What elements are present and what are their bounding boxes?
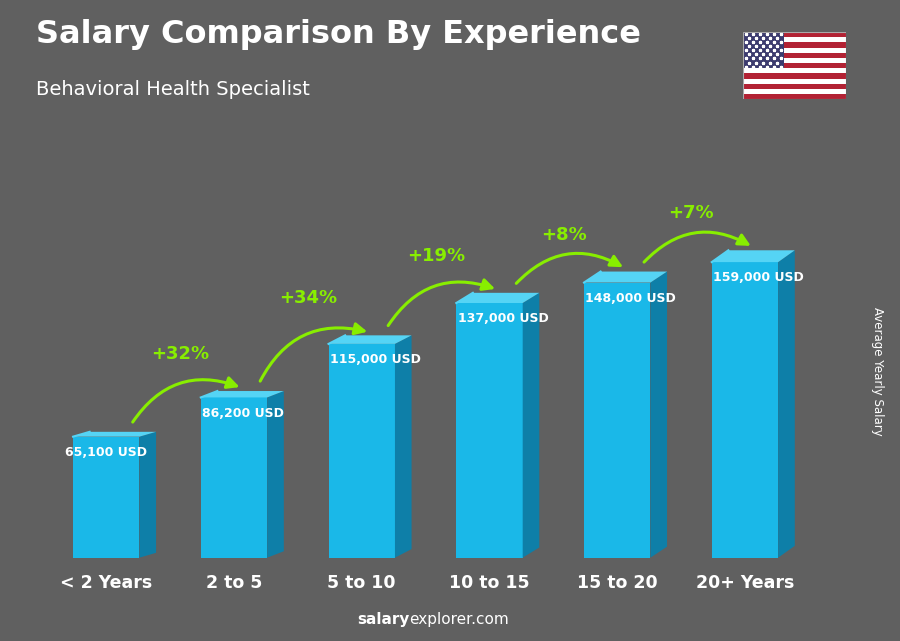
Bar bbox=[742, 37, 846, 42]
Polygon shape bbox=[712, 250, 795, 262]
Polygon shape bbox=[201, 391, 284, 397]
Text: Average Yearly Salary: Average Yearly Salary bbox=[871, 308, 884, 436]
Text: 148,000 USD: 148,000 USD bbox=[585, 292, 676, 305]
Bar bbox=[742, 84, 846, 89]
Text: 86,200 USD: 86,200 USD bbox=[202, 407, 284, 420]
Bar bbox=[73, 437, 140, 558]
Text: 159,000 USD: 159,000 USD bbox=[713, 271, 804, 285]
Polygon shape bbox=[456, 293, 539, 303]
Polygon shape bbox=[651, 272, 667, 558]
Bar bbox=[742, 63, 846, 69]
Text: +19%: +19% bbox=[407, 247, 465, 265]
Bar bbox=[742, 74, 846, 79]
Bar bbox=[742, 53, 846, 58]
Bar bbox=[456, 303, 523, 558]
Text: Behavioral Health Specialist: Behavioral Health Specialist bbox=[36, 80, 310, 99]
Bar bbox=[742, 47, 846, 53]
Bar bbox=[584, 283, 651, 558]
Polygon shape bbox=[73, 432, 156, 437]
Polygon shape bbox=[140, 432, 156, 558]
Bar bbox=[742, 32, 846, 37]
Polygon shape bbox=[328, 335, 411, 344]
Text: +32%: +32% bbox=[151, 345, 210, 363]
Text: salary: salary bbox=[357, 612, 410, 627]
Bar bbox=[328, 344, 395, 558]
Text: 65,100 USD: 65,100 USD bbox=[66, 446, 148, 459]
Polygon shape bbox=[395, 335, 411, 558]
Bar bbox=[742, 79, 846, 84]
Polygon shape bbox=[523, 293, 539, 558]
Text: +7%: +7% bbox=[669, 204, 714, 222]
Bar bbox=[742, 42, 846, 47]
Bar bbox=[742, 32, 784, 69]
Bar bbox=[712, 262, 778, 558]
Text: +34%: +34% bbox=[279, 290, 338, 308]
Text: explorer.com: explorer.com bbox=[410, 612, 509, 627]
Text: 115,000 USD: 115,000 USD bbox=[329, 353, 420, 366]
Bar bbox=[742, 94, 846, 99]
Bar bbox=[742, 89, 846, 94]
Bar bbox=[742, 58, 846, 63]
Polygon shape bbox=[584, 272, 667, 283]
Text: Salary Comparison By Experience: Salary Comparison By Experience bbox=[36, 19, 641, 50]
Bar bbox=[742, 69, 846, 74]
Bar bbox=[201, 397, 267, 558]
Polygon shape bbox=[267, 391, 284, 558]
Polygon shape bbox=[778, 250, 795, 558]
Text: +8%: +8% bbox=[541, 226, 587, 244]
Text: 137,000 USD: 137,000 USD bbox=[457, 312, 548, 325]
